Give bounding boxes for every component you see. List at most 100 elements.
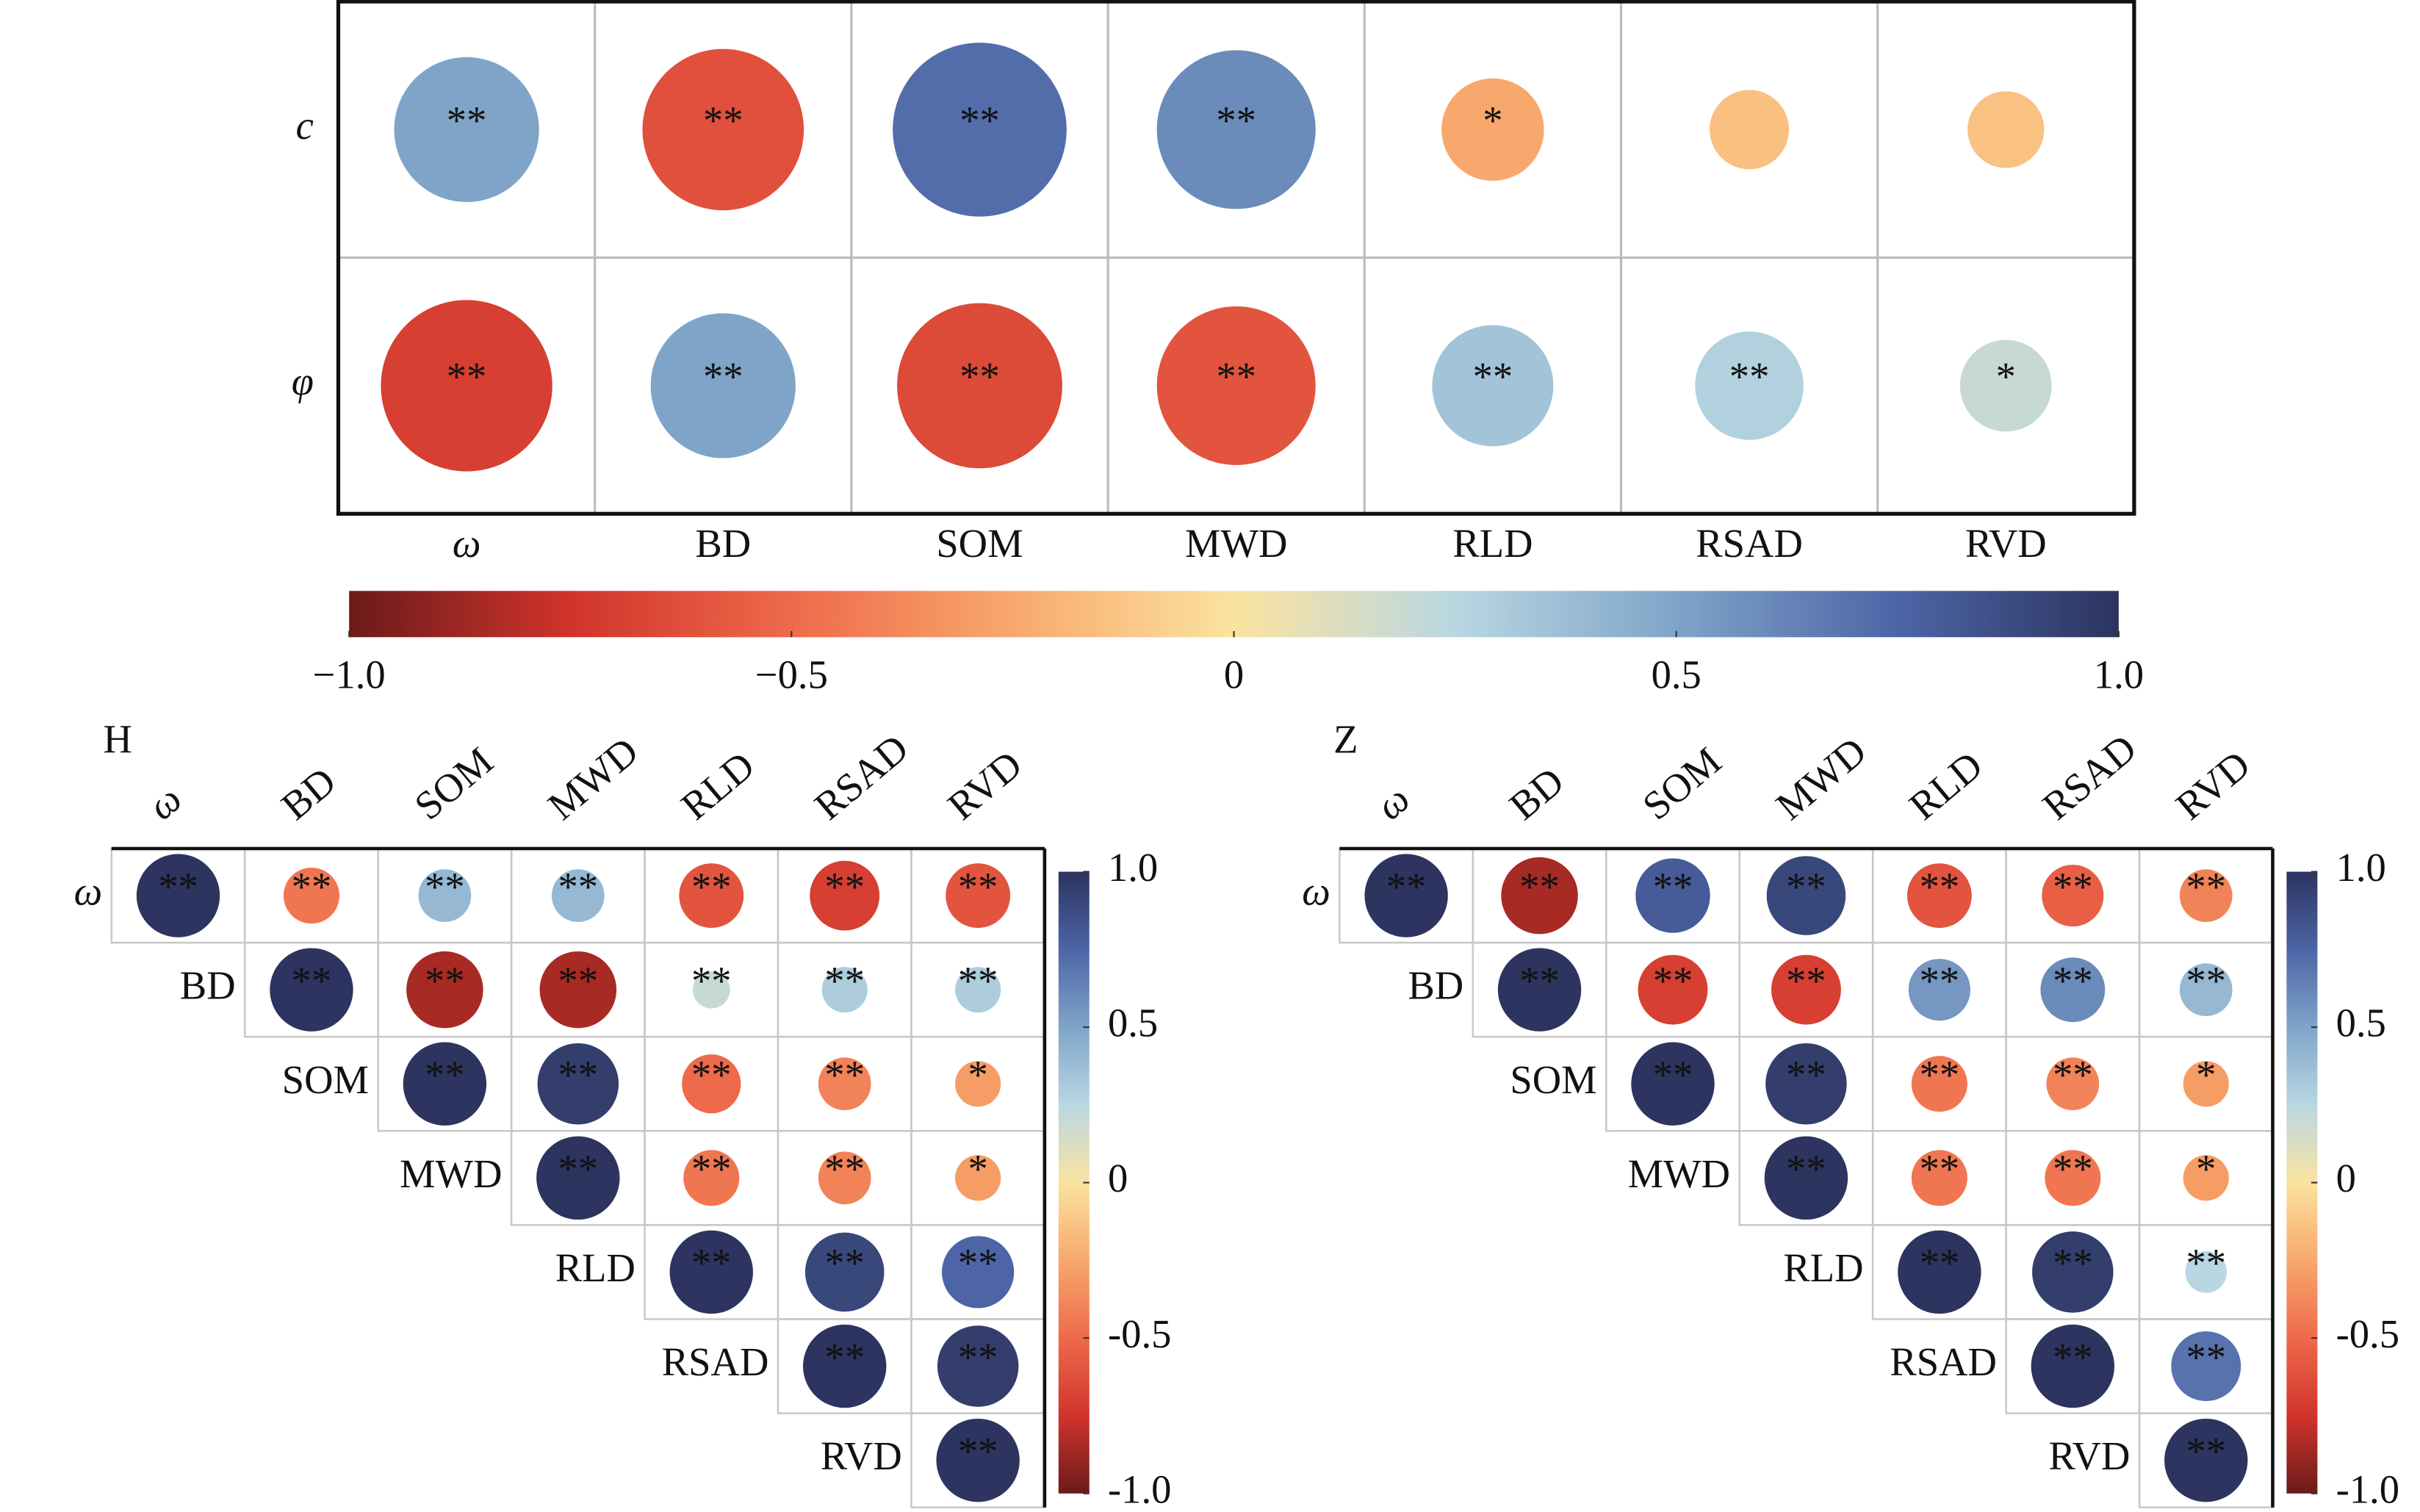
- correlation-circle: [2031, 1324, 2115, 1408]
- correlation-circle: [893, 43, 1067, 217]
- significance-label: **: [158, 864, 198, 909]
- correlation-circle: [1441, 78, 1544, 181]
- significance-label: **: [558, 1147, 599, 1192]
- correlation-circle: [2032, 1231, 2114, 1313]
- column-label: RLD: [1901, 743, 1991, 829]
- correlation-circle: [2046, 1057, 2100, 1111]
- row-label: RVD: [821, 1433, 902, 1478]
- correlation-circle: [804, 1232, 885, 1312]
- row-label: RSAD: [662, 1339, 769, 1384]
- significance-label: **: [1653, 958, 1693, 1003]
- correlation-circle: [1635, 858, 1710, 933]
- significance-label: **: [1920, 1052, 1960, 1097]
- colorbar-tick-label: 1.0: [1108, 845, 1158, 890]
- correlation-circle: [818, 1057, 871, 1111]
- correlation-circle: [403, 1042, 487, 1126]
- correlation-circle: [1911, 1056, 1967, 1112]
- column-label: SOM: [406, 738, 502, 829]
- correlation-circle: [1764, 1136, 1848, 1220]
- column-label: BD: [1501, 758, 1572, 828]
- row-label: MWD: [400, 1151, 503, 1196]
- row-label: SOM: [1510, 1057, 1596, 1102]
- correlation-circle: [1156, 306, 1316, 466]
- significance-label: **: [824, 1241, 865, 1286]
- row-label: RLD: [555, 1245, 635, 1290]
- row-label: ω: [74, 869, 103, 914]
- column-label: ω: [453, 521, 481, 566]
- significance-label: **: [958, 958, 998, 1003]
- colorbar-tick-label: 0.5: [1108, 1001, 1158, 1045]
- row-label: c: [296, 103, 314, 148]
- correlation-circle: [650, 313, 796, 458]
- correlation-circle: [418, 869, 472, 922]
- significance-label: **: [1216, 354, 1256, 399]
- correlation-circle: [283, 868, 339, 924]
- plot-frame: [336, 0, 2136, 516]
- correlation-circle: [946, 863, 1011, 928]
- correlation-circle: [1501, 857, 1578, 935]
- correlation-circle: [955, 967, 1001, 1013]
- significance-label: **: [558, 1052, 599, 1097]
- correlation-circle: [1432, 325, 1554, 447]
- correlation-circle: [1771, 954, 1841, 1025]
- significance-label: **: [691, 864, 732, 909]
- significance-label: **: [958, 864, 998, 909]
- correlation-circle: [1497, 948, 1582, 1032]
- colorbar-tick-label: -0.5: [1108, 1311, 1171, 1356]
- significance-label: **: [2053, 1241, 2093, 1286]
- significance-label: **: [558, 864, 599, 909]
- significance-label: **: [2053, 1335, 2093, 1380]
- correlation-circle: [810, 860, 880, 931]
- significance-label: **: [691, 958, 732, 1003]
- significance-label: **: [1729, 354, 1770, 399]
- significance-label: **: [1386, 864, 1427, 909]
- significance-label: **: [703, 354, 743, 399]
- correlation-circle: [1710, 90, 1790, 170]
- significance-label: **: [2053, 1147, 2093, 1192]
- correlation-circle: [381, 300, 552, 472]
- significance-label: **: [959, 354, 1000, 399]
- significance-label: **: [824, 1147, 865, 1192]
- colorbar-tick-label: 0: [2336, 1156, 2356, 1200]
- significance-label: **: [958, 1335, 998, 1380]
- significance-label: *: [2196, 1147, 2216, 1192]
- significance-label: **: [1519, 864, 1560, 909]
- correlation-circle: [942, 1236, 1015, 1308]
- significance-label: **: [447, 354, 487, 399]
- correlation-circle: [679, 863, 744, 928]
- significance-label: *: [1996, 354, 2016, 399]
- significance-label: **: [2053, 1052, 2093, 1097]
- significance-label: **: [1786, 1147, 1826, 1192]
- significance-label: *: [2196, 1052, 2216, 1097]
- colorbar-tick-label: 1.0: [2094, 652, 2144, 697]
- significance-label: **: [1920, 1147, 1960, 1192]
- correlation-circle: [937, 1325, 1019, 1407]
- significance-label: **: [1216, 98, 1256, 143]
- colorbar-tick-label: -0.5: [2336, 1311, 2399, 1356]
- correlation-circle: [1765, 1043, 1847, 1125]
- significance-label: **: [1653, 864, 1693, 909]
- row-label: RSAD: [1890, 1339, 1997, 1384]
- correlation-circle: [1908, 959, 1970, 1021]
- correlation-circle: [537, 1043, 619, 1125]
- column-label: RLD: [672, 743, 763, 829]
- column-label: RSAD: [1696, 521, 1803, 566]
- correlation-circle: [2185, 1251, 2228, 1293]
- row-label: φ: [292, 359, 314, 404]
- correlation-circle: [2045, 1150, 2101, 1206]
- column-label: RVD: [939, 742, 1030, 829]
- correlation-circle: [539, 951, 617, 1029]
- significance-label: **: [958, 1241, 998, 1286]
- correlation-circle: [936, 1418, 1020, 1502]
- significance-label: **: [2053, 864, 2093, 909]
- significance-label: **: [959, 98, 1000, 143]
- row-label: RLD: [1783, 1245, 1863, 1290]
- correlation-circle: [551, 869, 605, 922]
- significance-label: **: [558, 958, 599, 1003]
- significance-label: **: [691, 1052, 732, 1097]
- correlation-circle: [955, 1061, 1001, 1107]
- significance-label: **: [691, 1147, 732, 1192]
- correlation-circle: [1766, 856, 1846, 935]
